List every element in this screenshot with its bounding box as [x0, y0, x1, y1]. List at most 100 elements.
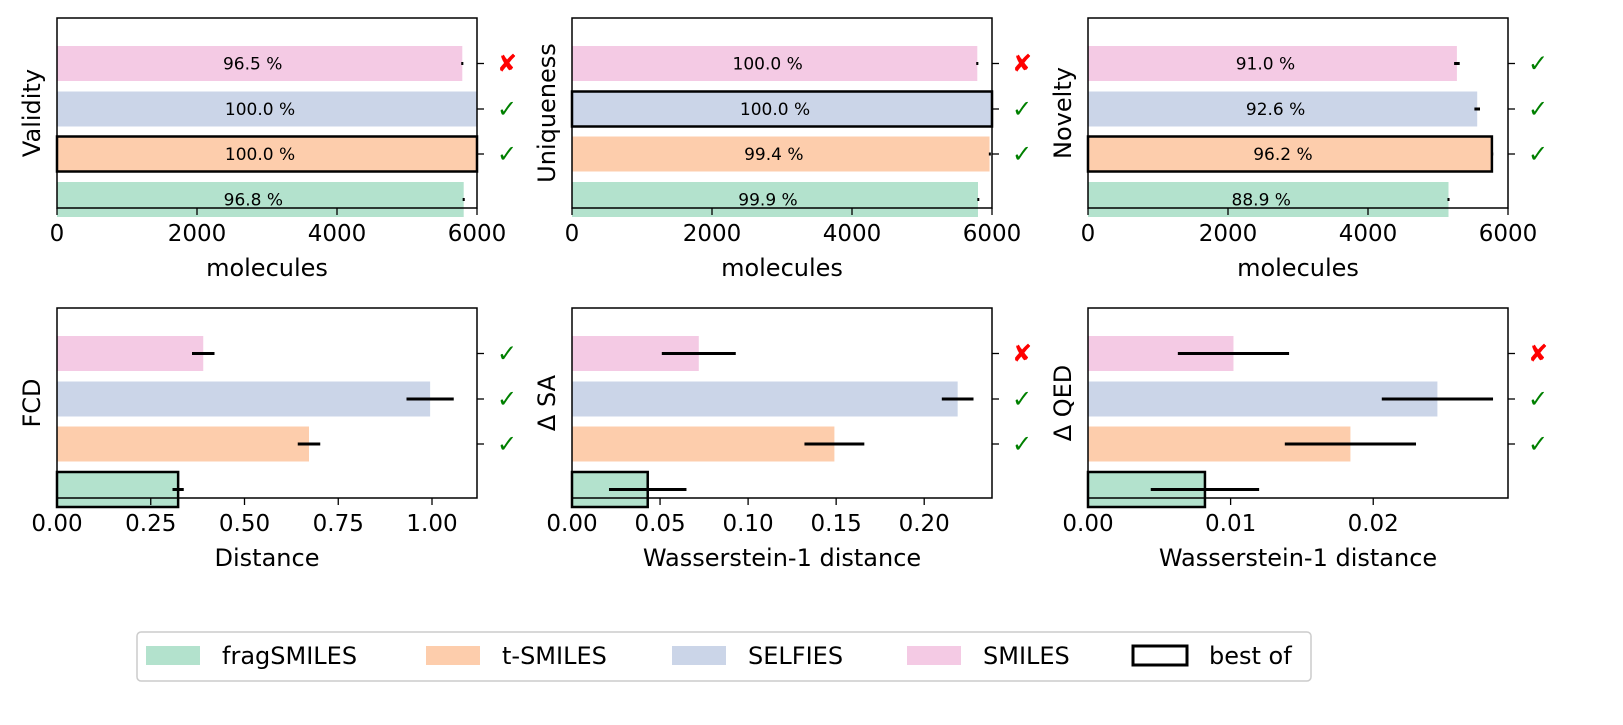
panel-validity: 96.5 % 100.0 % 100.0 % 96.8 % 0 2000 4000 6000 m…	[18, 17, 517, 282]
xtick-label-novelty-1: 2000	[1199, 221, 1258, 247]
axes-frame-delta_sa	[571, 307, 993, 499]
cross-icon-validity-0: ✘	[497, 50, 517, 78]
legend-label-best-of: best of	[1209, 642, 1292, 670]
xtick-label-uniqueness-2: 4000	[823, 221, 882, 247]
data-label-uniqueness-fragSMILES: 99.9 %	[738, 191, 797, 211]
check-icon-fcd-1: ✓	[497, 385, 517, 413]
bar-validity-SELFIES	[57, 91, 477, 127]
legend: fragSMILES t-SMILES SELFIES SMILES best of	[136, 631, 1312, 682]
axes-frame-delta_qed	[1087, 307, 1509, 499]
bar-uniqueness-SMILES	[572, 46, 978, 81]
xtick-label-novelty-0: 0	[1081, 221, 1096, 247]
check-icon-validity-1: ✓	[497, 95, 517, 123]
xtick-label-validity-2: 4000	[308, 221, 367, 247]
bar-delta_sa-SELFIES	[572, 381, 958, 417]
check-icon-delta_sa-1: ✓	[1012, 385, 1032, 413]
panel-fcd: 0.00 0.25 0.50 0.75 1.00 Distance FCD ✓ ✓ ✓	[18, 307, 517, 572]
bar-fcd-SMILES	[57, 336, 204, 371]
legend-label-SMILES: SMILES	[983, 642, 1070, 670]
ylabel-validity: Validity	[18, 69, 46, 157]
bar-uniqueness-fragSMILES	[572, 182, 978, 217]
xtick-label-validity-3: 6000	[448, 221, 507, 247]
legend-swatch-fragSMILES	[146, 646, 200, 665]
check-icon-delta_qed-1: ✓	[1528, 385, 1548, 413]
data-label-novelty-SMILES: 91.0 %	[1236, 55, 1295, 75]
ylabel-delta_qed: Δ QED	[1049, 365, 1077, 442]
xtick-label-delta_qed-1: 0.01	[1205, 511, 1256, 537]
check-icon-uniqueness-1: ✓	[1012, 95, 1032, 123]
ylabel-novelty: Novelty	[1049, 67, 1077, 159]
cross-icon-uniqueness-0: ✘	[1012, 50, 1032, 78]
xtick-label-fcd-1: 0.25	[125, 511, 176, 537]
panel-delta_sa: 0.00 0.05 0.10 0.15 0.20 Wasserstein-1 distan…	[533, 307, 1032, 572]
xlabel-validity: molecules	[206, 254, 328, 282]
xtick-label-fcd-3: 0.75	[313, 511, 364, 537]
panel-uniqueness: 100.0 % 100.0 % 99.4 % 99.9 % 0 2000 4000 6000 m…	[533, 17, 1032, 282]
data-label-uniqueness-SELFIES: 100.0 %	[740, 100, 810, 120]
xtick-label-validity-1: 2000	[168, 221, 227, 247]
check-icon-fcd-2: ✓	[497, 430, 517, 458]
xtick-label-novelty-2: 4000	[1339, 221, 1398, 247]
check-icon-validity-2: ✓	[497, 140, 517, 168]
bar-novelty-SMILES	[1088, 46, 1457, 81]
xtick-label-delta_sa-2: 0.10	[722, 511, 773, 537]
check-icon-delta_sa-2: ✓	[1012, 430, 1032, 458]
ylabel-uniqueness: Uniqueness	[533, 43, 561, 183]
axes-frame-validity	[56, 17, 478, 209]
data-label-novelty-t-SMILES: 96.2 %	[1253, 145, 1312, 165]
check-icon-uniqueness-2: ✓	[1012, 140, 1032, 168]
xtick-label-uniqueness-0: 0	[565, 221, 580, 247]
check-icon-novelty-0: ✓	[1528, 50, 1548, 78]
panel-novelty: 91.0 % 92.6 % 96.2 % 88.9 % 0 2000 4000 6000 mol…	[1049, 17, 1548, 282]
xlabel-uniqueness: molecules	[721, 254, 843, 282]
check-icon-delta_qed-2: ✓	[1528, 430, 1548, 458]
ylabel-fcd: FCD	[18, 378, 46, 427]
xtick-label-delta_sa-0: 0.00	[546, 511, 597, 537]
bar-fcd-t-SMILES	[57, 426, 309, 462]
xtick-label-delta_qed-0: 0.00	[1062, 511, 1113, 537]
xlabel-delta_sa: Wasserstein-1 distance	[643, 544, 921, 572]
check-icon-novelty-2: ✓	[1528, 140, 1548, 168]
data-label-novelty-SELFIES: 92.6 %	[1246, 100, 1305, 120]
xtick-label-fcd-0: 0.00	[31, 511, 82, 537]
data-label-uniqueness-t-SMILES: 99.4 %	[744, 145, 803, 165]
data-label-validity-SELFIES: 100.0 %	[225, 100, 295, 120]
xtick-label-fcd-4: 1.00	[406, 511, 457, 537]
bar-fcd-SELFIES	[57, 381, 431, 417]
legend-label-fragSMILES: fragSMILES	[222, 642, 357, 670]
cross-icon-delta_qed-0: ✘	[1528, 340, 1548, 368]
check-icon-novelty-1: ✓	[1528, 95, 1548, 123]
bar-delta_qed-SELFIES	[1088, 381, 1438, 417]
legend-swatch-SMILES	[907, 646, 961, 665]
data-label-validity-SMILES: 96.5 %	[223, 55, 282, 75]
bar-delta_sa-t-SMILES	[572, 426, 835, 462]
xtick-label-fcd-2: 0.50	[219, 511, 270, 537]
xtick-label-uniqueness-3: 6000	[963, 221, 1022, 247]
legend-swatch-t-SMILES	[426, 646, 480, 665]
legend-label-t-SMILES: t-SMILES	[502, 642, 607, 670]
bar-validity-SMILES	[57, 46, 463, 81]
xlabel-delta_qed: Wasserstein-1 distance	[1159, 544, 1437, 572]
xtick-label-delta_sa-1: 0.05	[634, 511, 685, 537]
xtick-label-delta_sa-3: 0.15	[811, 511, 862, 537]
axes-frame-novelty	[1087, 17, 1509, 209]
data-label-validity-fragSMILES: 96.8 %	[224, 191, 283, 211]
legend-label-SELFIES: SELFIES	[748, 642, 843, 670]
legend-swatch-best-of	[1131, 644, 1189, 667]
data-label-uniqueness-SMILES: 100.0 %	[733, 55, 803, 75]
data-label-novelty-fragSMILES: 88.9 %	[1232, 191, 1291, 211]
xtick-label-novelty-3: 6000	[1479, 221, 1538, 247]
bar-novelty-fragSMILES	[1088, 182, 1449, 217]
ylabel-delta_sa: Δ SA	[533, 374, 561, 431]
xtick-label-uniqueness-1: 2000	[683, 221, 742, 247]
bar-novelty-SELFIES	[1088, 91, 1478, 127]
bar-fcd-fragSMILES-best	[55, 470, 180, 509]
axes-frame-uniqueness	[571, 17, 993, 209]
xtick-label-validity-0: 0	[50, 221, 65, 247]
xtick-label-delta_qed-2: 0.02	[1348, 511, 1399, 537]
xlabel-fcd: Distance	[215, 544, 320, 572]
cross-icon-delta_sa-0: ✘	[1012, 340, 1032, 368]
legend-swatch-SELFIES	[672, 646, 726, 665]
panel-delta_qed: 0.00 0.01 0.02 Wasserstein-1 distance Δ QED ✘…	[1049, 307, 1548, 572]
